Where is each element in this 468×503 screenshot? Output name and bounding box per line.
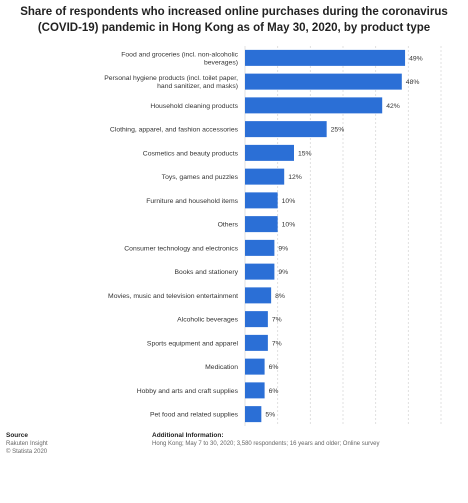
additional-info-text: Hong Kong; May 7 to 30, 2020; 3,580 resp… (152, 441, 380, 447)
data-label: 7% (272, 317, 282, 324)
category-label: Clothing, apparel, and fashion accessori… (110, 127, 239, 134)
bar (245, 97, 383, 114)
category-label: Books and stationery (175, 269, 239, 276)
data-label: 9% (278, 245, 288, 252)
data-label: 42% (386, 103, 400, 110)
bar (245, 73, 402, 90)
category-label: Pet food and related supplies (150, 412, 239, 419)
category-label: Consumer technology and electronics (124, 245, 238, 252)
copyright[interactable]: © Statista 2020 (6, 449, 48, 455)
data-label: 49% (409, 55, 423, 62)
data-label: 15% (298, 150, 312, 157)
category-label: Medication (205, 364, 238, 371)
additional-info-heading: Additional Information: (152, 432, 224, 439)
bar (245, 334, 268, 351)
data-label: 7% (272, 340, 282, 347)
category-label: Food and groceries (incl. non-alcoholic b… (121, 51, 238, 66)
bar (245, 168, 285, 185)
category-label: Others (218, 222, 239, 229)
bar (245, 287, 272, 304)
chart-title: Share of respondents who increased onlin… (20, 6, 448, 34)
bar (245, 382, 265, 399)
category-label: Movies, music and television entertainme… (108, 293, 238, 300)
bar (245, 192, 278, 209)
category-label: Alcoholic beverages (177, 317, 238, 324)
data-label: 5% (265, 412, 275, 419)
data-label: 6% (269, 364, 279, 371)
category-label: Hobby and arts and craft supplies (137, 388, 239, 395)
source-name: Rakuten Insight (6, 441, 48, 447)
bar (245, 263, 275, 280)
category-label: Household cleaning products (150, 103, 238, 110)
data-label: 9% (278, 269, 288, 276)
bar (245, 216, 278, 233)
additional-info-block: Additional Information: Hong Kong; May 7… (152, 432, 379, 448)
category-label: Sports equipment and apparel (147, 340, 239, 347)
bar (245, 144, 294, 161)
bar-chart: 0%10%20%30%40%50%60%Share of respondents… (104, 46, 442, 426)
bar (245, 358, 265, 375)
data-label: 10% (282, 222, 296, 229)
source-block: Source Rakuten Insight © Statista 2020 (6, 432, 48, 456)
category-label: Personal hygiene products (incl. toilet … (104, 75, 238, 90)
bar (245, 311, 268, 328)
category-label: Toys, games and puzzles (162, 174, 239, 181)
data-label: 25% (331, 127, 345, 134)
data-label: 48% (406, 79, 420, 86)
bar (245, 49, 406, 66)
category-label: Cosmetics and beauty products (143, 150, 239, 157)
data-label: 10% (282, 198, 296, 205)
data-label: 8% (275, 293, 285, 300)
data-label: 6% (269, 388, 279, 395)
source-heading: Source (6, 432, 29, 439)
data-label: 12% (288, 174, 302, 181)
bar (245, 239, 275, 256)
bar (245, 406, 262, 423)
bar (245, 121, 327, 138)
category-label: Furniture and household items (146, 198, 238, 205)
